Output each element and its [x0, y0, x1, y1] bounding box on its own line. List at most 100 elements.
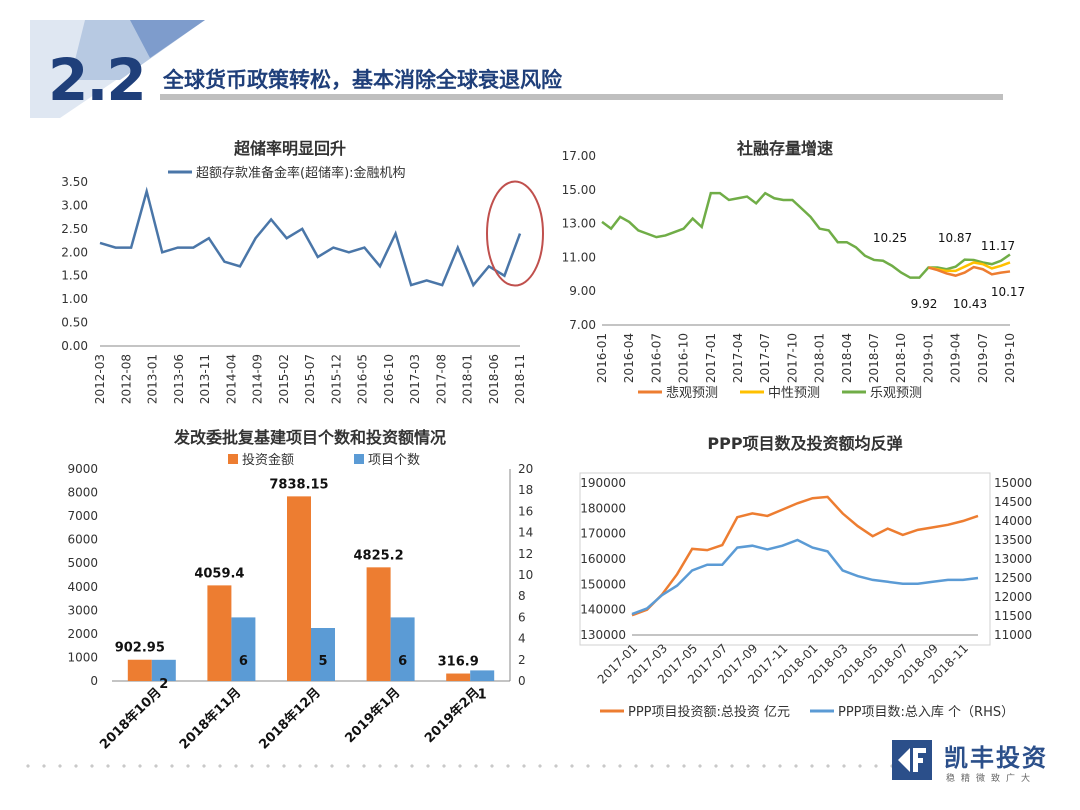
- bar-investment: [287, 496, 311, 681]
- y2-tick-label: 18: [518, 483, 533, 497]
- y2-tick-label: 10: [518, 568, 533, 582]
- y-tick-label: 3000: [67, 603, 98, 617]
- x-tick-label: 2019-01: [921, 333, 935, 383]
- data-annotation: 10.25: [873, 231, 907, 245]
- x-tick-label: 2012-03: [93, 354, 107, 404]
- x-tick-label: 2018-11: [513, 354, 527, 404]
- y-tick-label: 150000: [580, 577, 626, 591]
- x-tick-label: 2017-04: [731, 333, 745, 383]
- y-tick-label: 0: [90, 674, 98, 688]
- header-decoration: [30, 20, 205, 118]
- y-tick-label: 130000: [580, 628, 626, 642]
- x-tick-label: 2019-04: [949, 333, 963, 383]
- y2-tick-label: 4: [518, 632, 526, 646]
- chart-social-financing: 社融存量增速 17.00 15.00 13.00 11.00 9.00 7.00 2016-0…: [540, 130, 1040, 410]
- x-tick-label: 2017-01: [704, 333, 718, 383]
- bar-project-count: [311, 628, 335, 681]
- plot-frame: [579, 472, 991, 646]
- x-tick-label: 2018-01: [813, 333, 827, 383]
- y-tick-label: 2.00: [61, 245, 88, 259]
- y-tick-label: 180000: [580, 501, 626, 515]
- series-line-ppp-investment: [631, 495, 979, 617]
- chart-title: 发改委批复基建项目个数和投资额情况: [173, 428, 446, 447]
- series-line-ppp-project-count: [631, 538, 979, 616]
- y2-tick-label: 16: [518, 504, 533, 518]
- brand-name: 凯丰投资: [944, 744, 1048, 772]
- data-label-investment: 4059.4: [194, 566, 244, 581]
- x-tick-label: 2019-07: [976, 333, 990, 383]
- y-tick-label: 190000: [580, 476, 626, 490]
- series-line-optimistic: [601, 191, 1011, 279]
- x-tick-label: 2018-07: [867, 333, 881, 383]
- y-tick-label: 6000: [67, 533, 98, 547]
- y2-tick-label: 20: [518, 462, 533, 476]
- y-tick-label: 1000: [67, 650, 98, 664]
- x-tick-label: 2017-10: [785, 333, 799, 383]
- x-tick-label: 2016-04: [622, 333, 636, 383]
- x-category-label: 2018年11月: [176, 685, 244, 753]
- bar-investment: [366, 567, 391, 681]
- y2-tick-label: 0: [518, 674, 526, 688]
- legend-label-reserve-ratio: 超额存款准备金率(超储率):金融机构: [196, 165, 406, 181]
- y-tick-label: 0.50: [61, 316, 88, 330]
- data-label-project-count: 5: [318, 654, 327, 669]
- x-category-label: 2019年2月: [421, 685, 483, 747]
- y-tick-label: 11.00: [562, 250, 596, 264]
- data-annotation: 11.17: [981, 239, 1015, 253]
- data-label-investment: 902.95: [115, 641, 165, 656]
- footer-dots: [20, 764, 900, 768]
- y-tick-label: 0.00: [61, 339, 88, 353]
- x-tick-label: 2015-02: [277, 354, 291, 404]
- y2-tick-label: 13500: [994, 533, 1032, 547]
- data-label-project-count: 6: [239, 654, 248, 669]
- chart-title: 社融存量增速: [736, 139, 833, 158]
- legend-label-optimistic: 乐观预测: [870, 386, 922, 401]
- x-tick-label: 2012-08: [119, 354, 133, 404]
- chart-excess-reserve: 超储率明显回升 超额存款准备金率(超储率):金融机构 3.50 3.00 2.50 2.0…: [40, 130, 544, 420]
- x-tick-label: 2013-01: [146, 354, 160, 404]
- chart-ppp: PPP项目数及投资额均反弹 190000 180000 170000 160000 150…: [560, 425, 1040, 735]
- x-tick-label: 2019-10: [1003, 333, 1017, 383]
- slide-title: 全球货币政策转松，基本消除全球衰退风险: [163, 68, 562, 92]
- x-tick-label: 2016-05: [356, 354, 370, 404]
- y-tick-label: 1.00: [61, 292, 88, 306]
- data-annotation: 9.92: [911, 297, 938, 311]
- x-tick-label: 2015-07: [303, 354, 317, 404]
- title-underline: [160, 94, 1003, 100]
- y2-tick-label: 11000: [994, 628, 1032, 642]
- x-tick-label: 2016-10: [677, 333, 691, 383]
- x-tick-label: 2018-01: [461, 354, 475, 404]
- x-tick-label: 2018-06: [487, 354, 501, 404]
- series-line-neutral: [928, 261, 1011, 273]
- highlight-circle: [486, 180, 544, 287]
- data-label-investment: 7838.15: [269, 477, 328, 492]
- y2-tick-label: 12000: [994, 590, 1032, 604]
- y-tick-label: 1.50: [61, 269, 88, 283]
- x-tick-label: 2018-04: [840, 333, 854, 383]
- x-tick-label: 2014-09: [251, 354, 265, 404]
- y-tick-label: 15.00: [562, 183, 596, 197]
- y-tick-label: 9000: [67, 462, 98, 476]
- chart-title: PPP项目数及投资额均反弹: [707, 434, 902, 453]
- brand-logo-icon: [892, 740, 932, 780]
- y2-tick-label: 14000: [994, 514, 1032, 528]
- x-tick-label: 2017-07: [758, 333, 772, 383]
- chart-title: 超储率明显回升: [233, 139, 346, 158]
- y-tick-label: 3.00: [61, 198, 88, 212]
- y-tick-label: 170000: [580, 527, 626, 541]
- bar-investment: [207, 585, 232, 681]
- legend-label-ppp-project-count: PPP项目数:总入库 个（RHS）: [838, 704, 1014, 720]
- x-category-label: 2018年10月: [97, 685, 165, 753]
- y2-tick-label: 15000: [994, 476, 1032, 490]
- legend-label-pessimistic: 悲观预测: [666, 385, 718, 401]
- y-tick-label: 2000: [67, 627, 98, 641]
- y2-tick-label: 11500: [994, 609, 1032, 623]
- x-tick-label: 2016-01: [595, 333, 609, 383]
- bar-project-count: [470, 670, 495, 681]
- y-tick-label: 7000: [67, 509, 98, 523]
- chart-ndrc-projects: 发改委批复基建项目个数和投资额情况 投资金额 项目个数 9000 8000 7000 600…: [40, 425, 570, 755]
- legend-label-ppp-investment: PPP项目投资额:总投资 亿元: [628, 704, 790, 720]
- y2-tick-label: 12500: [994, 571, 1032, 585]
- y-tick-label: 5000: [67, 556, 98, 570]
- data-annotation: 10.17: [991, 285, 1025, 299]
